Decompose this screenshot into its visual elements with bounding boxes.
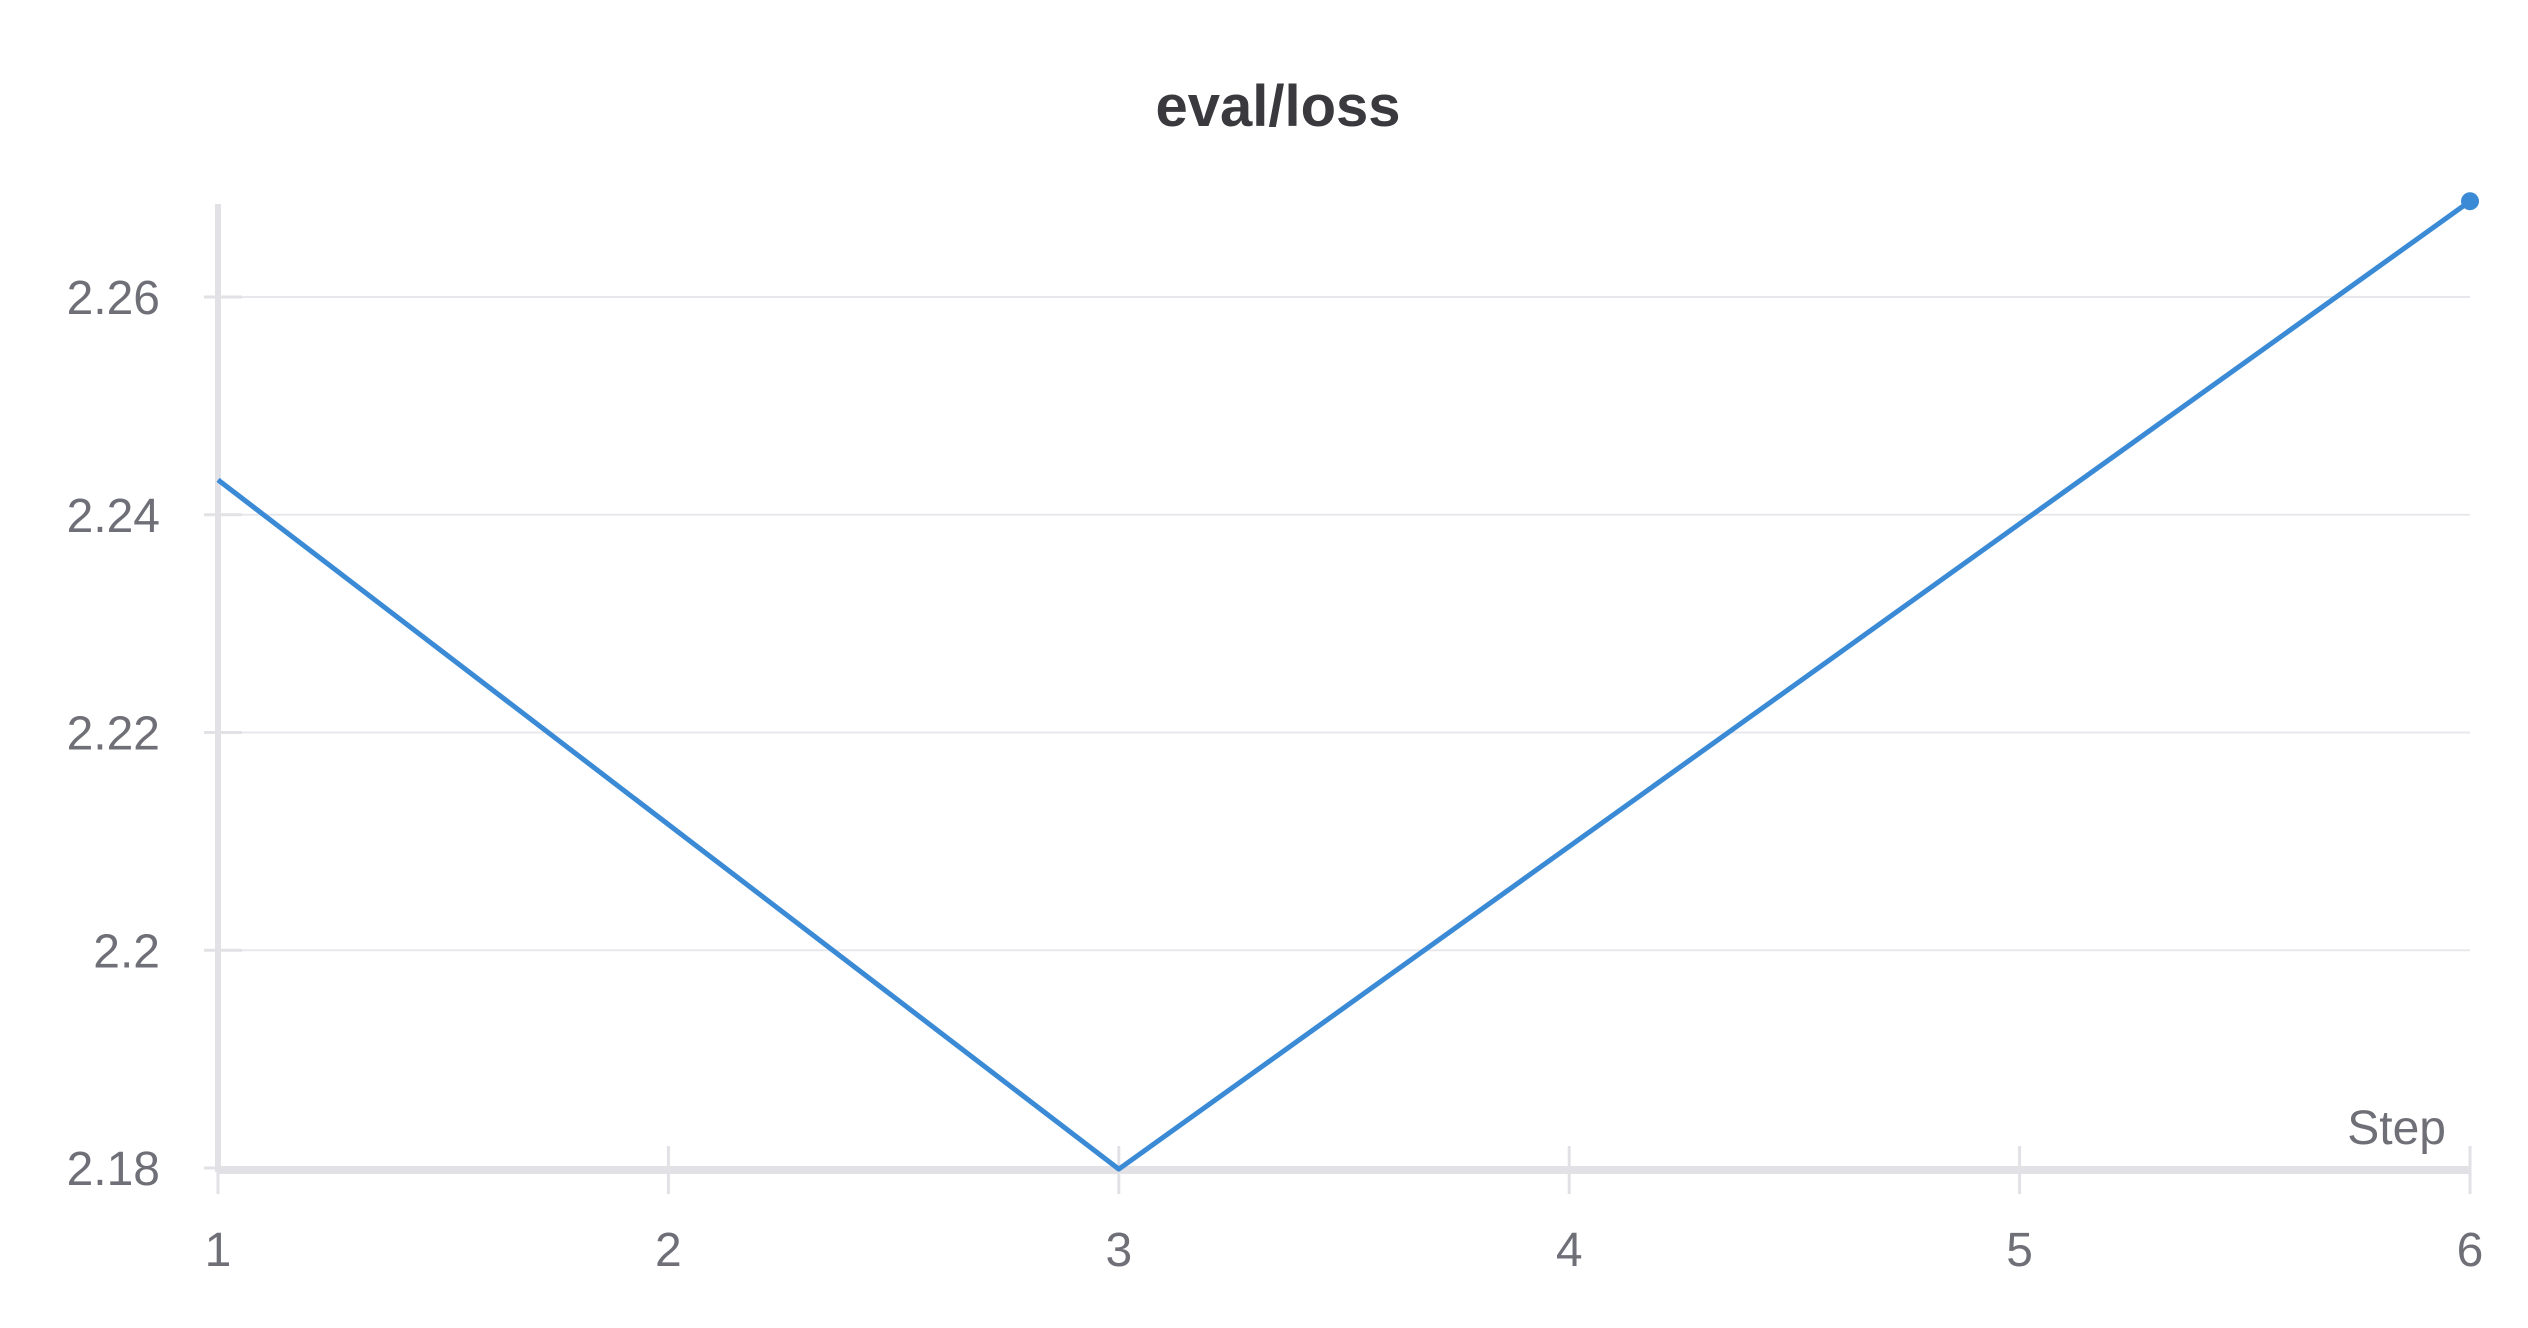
- x-tick-label: 2: [655, 1224, 682, 1277]
- series-end-point: [2461, 192, 2479, 211]
- x-tick-label: 5: [2006, 1224, 2033, 1277]
- x-tick-label: 1: [205, 1224, 232, 1277]
- axes: 2.18 2.2 2.22 2.24 2.26 1 2 3 4 5 6: [67, 204, 2484, 1277]
- chart-title: eval/loss: [1155, 74, 1400, 139]
- x-axis-label: Step: [2347, 1102, 2446, 1155]
- x-tick-label: 6: [2457, 1224, 2484, 1277]
- y-tick-label: 2.26: [67, 272, 160, 325]
- y-tick-label: 2.18: [67, 1143, 160, 1196]
- series-line: [216, 199, 2472, 1172]
- y-tick-label: 2.24: [67, 490, 160, 543]
- grid-lines: [218, 296, 2470, 952]
- series-layer: [216, 192, 2479, 1172]
- x-tick-label: 4: [1556, 1224, 1583, 1277]
- y-tick-label: 2.2: [93, 925, 160, 978]
- x-tick-label: 3: [1105, 1224, 1132, 1277]
- y-tick-label: 2.22: [67, 708, 160, 761]
